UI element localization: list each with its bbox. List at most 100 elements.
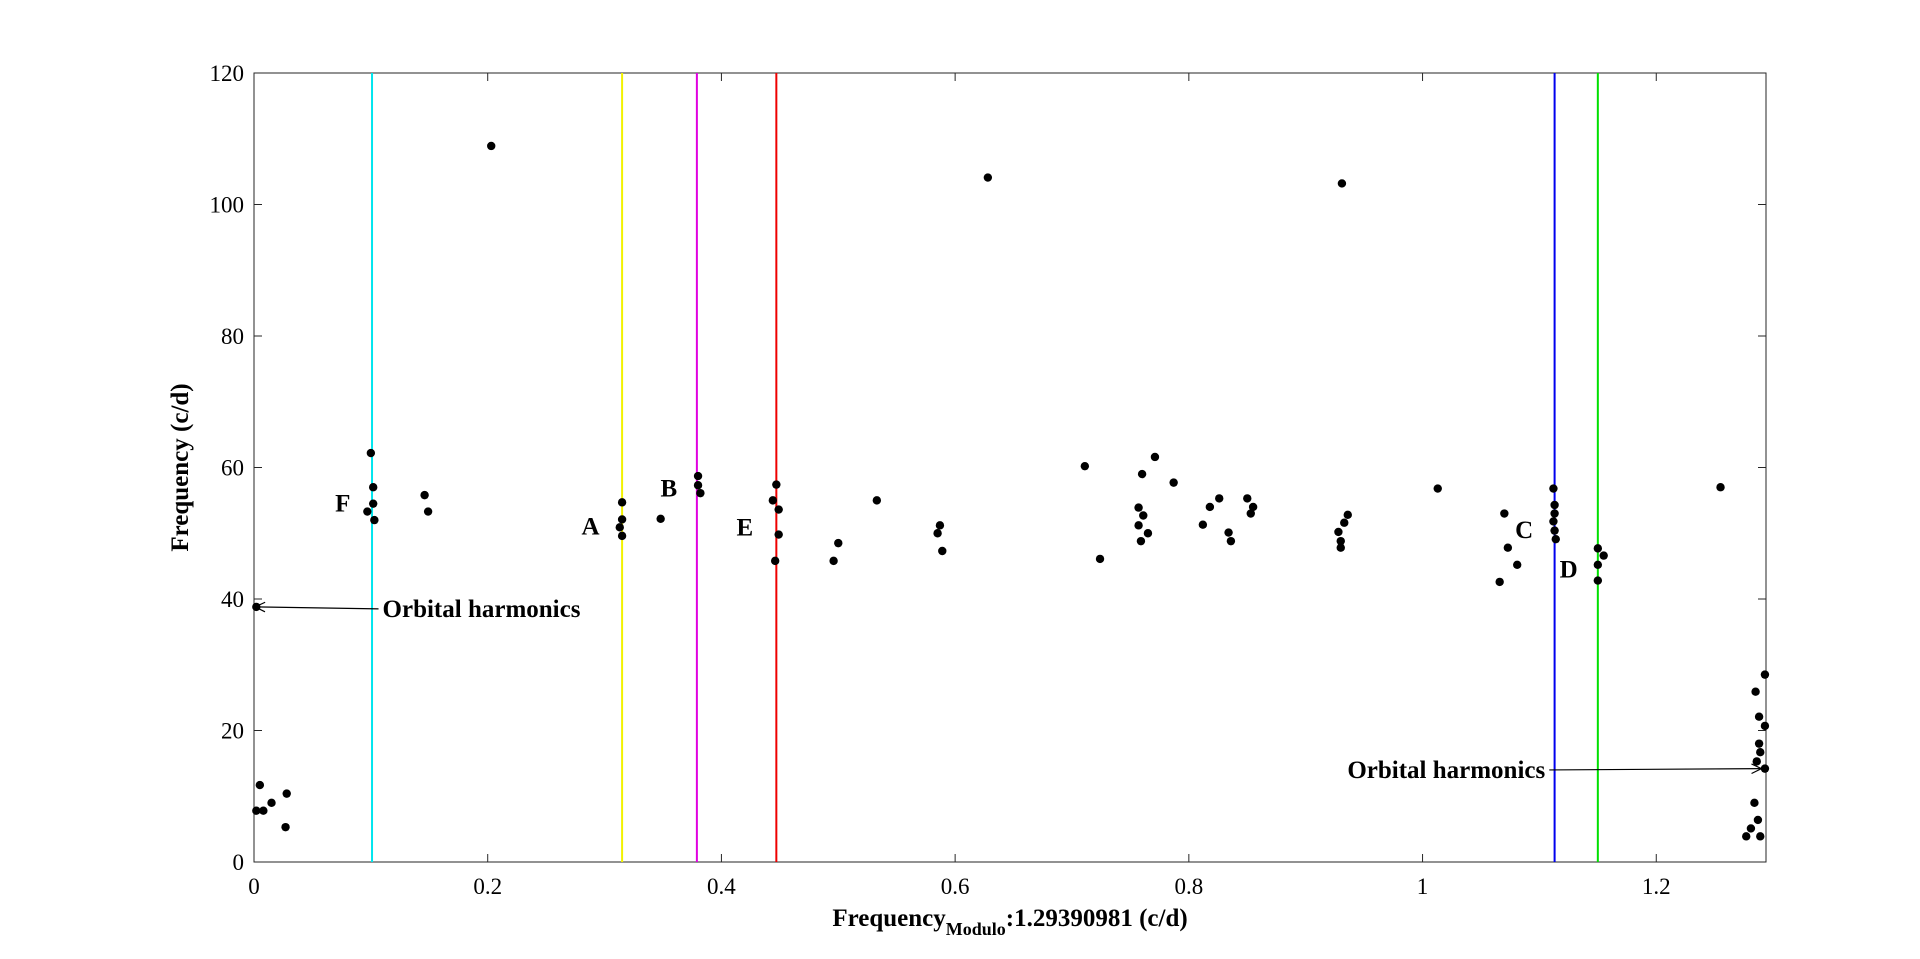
x-tick-label: 0.4 xyxy=(707,874,736,899)
data-point xyxy=(1139,511,1148,520)
data-point xyxy=(1080,461,1090,471)
line-label: C xyxy=(1515,517,1533,544)
data-point xyxy=(774,505,783,514)
annotation-arrow xyxy=(1549,768,1762,771)
data-point xyxy=(368,499,378,508)
x-axis-label-sub: Modulo xyxy=(946,919,1006,939)
data-point xyxy=(693,471,703,481)
annotation-arrowhead xyxy=(253,601,266,613)
annotation-label: Orbital harmonics xyxy=(383,596,581,623)
data-point xyxy=(1246,509,1255,518)
data-point xyxy=(983,173,993,182)
data-points xyxy=(252,141,1770,841)
y-tick-label: 40 xyxy=(221,587,244,612)
data-point xyxy=(1136,536,1146,546)
data-point xyxy=(935,521,945,530)
data-point xyxy=(1137,469,1147,479)
data-point xyxy=(1337,179,1347,188)
y-tick-label: 0 xyxy=(233,850,245,875)
data-point xyxy=(423,507,433,516)
data-point xyxy=(420,490,429,500)
data-point xyxy=(834,538,843,548)
data-point xyxy=(259,806,268,815)
line-label: E xyxy=(736,514,753,541)
data-point xyxy=(1495,577,1504,587)
plot-area xyxy=(253,72,1767,863)
data-point xyxy=(617,498,627,507)
data-point xyxy=(1513,560,1522,570)
x-axis-label: FrequencyModulo:1.29390981 (c/d) xyxy=(832,905,1187,939)
reference-lines xyxy=(371,73,1599,862)
data-point xyxy=(1754,712,1764,721)
y-tick-label: 20 xyxy=(221,719,244,744)
data-point xyxy=(1750,798,1759,808)
data-point xyxy=(1134,521,1143,530)
data-point xyxy=(1169,478,1178,487)
x-tick-label: 0.6 xyxy=(941,874,970,899)
y-tick-label: 60 xyxy=(221,456,244,481)
data-point xyxy=(1150,452,1160,462)
data-point xyxy=(1243,494,1252,503)
data-point xyxy=(366,448,376,458)
annotation-arrowhead xyxy=(1751,763,1763,775)
data-point xyxy=(1549,484,1558,493)
data-point xyxy=(1198,520,1208,529)
data-point xyxy=(1760,764,1770,773)
data-point xyxy=(1143,529,1153,538)
data-point xyxy=(772,480,781,489)
data-point xyxy=(255,780,265,790)
data-point xyxy=(1754,739,1764,748)
data-point xyxy=(1550,500,1559,510)
data-point xyxy=(1753,815,1763,825)
annotations: Orbital harmonics Orbital harmonics xyxy=(253,596,1763,784)
data-point xyxy=(1746,824,1756,833)
line-label: F xyxy=(335,491,350,518)
data-point xyxy=(1095,554,1105,564)
x-axis-label-tail: :1.29390981 (c/d) xyxy=(1006,905,1188,932)
data-point xyxy=(267,798,276,808)
data-point xyxy=(1716,483,1725,492)
y-tick-label: 80 xyxy=(221,324,244,349)
data-point xyxy=(487,141,496,151)
data-point xyxy=(1551,534,1560,544)
data-point xyxy=(1503,543,1513,552)
data-point xyxy=(938,546,947,556)
data-point xyxy=(252,806,261,815)
x-axis-label-main: Frequency xyxy=(832,905,946,932)
data-point xyxy=(1760,670,1770,679)
data-point xyxy=(1215,494,1224,503)
y-tick-label: 100 xyxy=(210,193,245,218)
data-point xyxy=(1549,517,1558,526)
data-point xyxy=(1134,503,1143,512)
data-point xyxy=(370,515,379,525)
data-point xyxy=(1433,484,1442,493)
data-point xyxy=(656,514,665,523)
line-label: D xyxy=(1560,556,1578,583)
data-point xyxy=(1500,509,1509,518)
data-point xyxy=(282,789,291,798)
data-point xyxy=(872,496,882,505)
line-label: B xyxy=(660,476,677,503)
data-point xyxy=(281,822,290,832)
annotation-label: Orbital harmonics xyxy=(1347,757,1545,784)
data-point xyxy=(617,531,627,541)
data-point xyxy=(1593,560,1603,570)
axis-ticks: 0 0.2 0.4 0.6 0.8 1 1.2 0 20 40 60 80 100 120 xyxy=(210,61,1766,899)
data-point xyxy=(1593,544,1603,553)
data-point xyxy=(1550,509,1559,518)
data-point xyxy=(615,523,624,532)
x-tick-label: 0.8 xyxy=(1174,874,1203,899)
data-point xyxy=(829,556,838,566)
data-point xyxy=(1334,527,1343,537)
data-point xyxy=(1760,721,1770,731)
x-tick-label: 1 xyxy=(1417,874,1429,899)
data-point xyxy=(933,529,942,538)
data-point xyxy=(1756,832,1765,841)
data-point xyxy=(774,530,783,539)
data-point xyxy=(617,515,627,524)
data-point xyxy=(1343,510,1352,520)
data-point xyxy=(1599,551,1608,560)
data-point xyxy=(1756,747,1765,757)
data-point xyxy=(1550,526,1559,535)
